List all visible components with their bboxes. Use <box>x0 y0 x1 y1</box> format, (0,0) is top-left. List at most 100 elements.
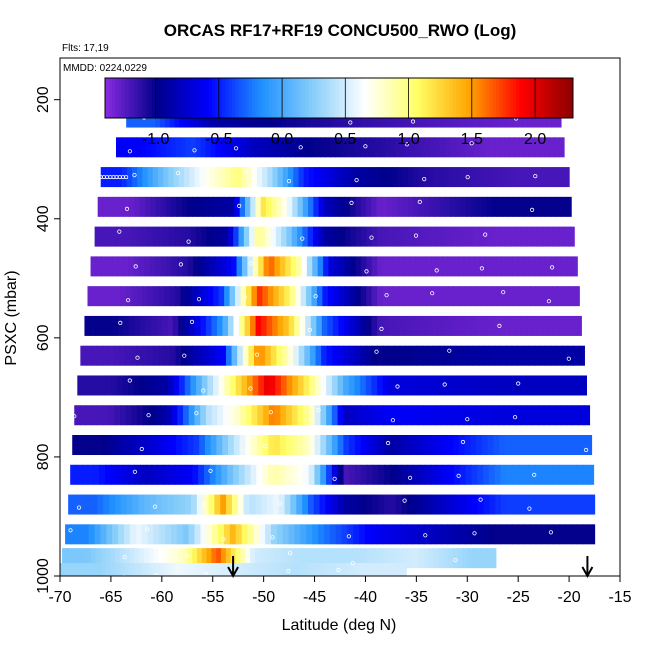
x-axis-label: Latitude (deg N) <box>282 617 397 634</box>
heatmap-cell <box>344 137 351 158</box>
observation-point <box>124 206 130 211</box>
heatmap-cell <box>518 524 525 545</box>
heatmap-cell <box>194 315 201 336</box>
heatmap-cell <box>394 405 402 426</box>
heatmap-cell <box>306 256 313 277</box>
heatmap-cell <box>354 375 361 396</box>
colorbar-cell <box>499 78 504 118</box>
heatmap-cell <box>147 226 154 247</box>
heatmap-cell <box>469 256 476 277</box>
heatmap-cell <box>316 286 324 307</box>
heatmap-cell <box>231 345 238 366</box>
heatmap-cell <box>300 137 306 158</box>
x-tick-label: -70 <box>48 589 71 606</box>
heatmap-cell <box>248 563 253 576</box>
observation-point <box>175 171 181 176</box>
heatmap-cell <box>180 137 187 158</box>
heatmap-cell <box>106 315 113 336</box>
heatmap-cell <box>212 524 219 545</box>
heatmap-cell <box>303 435 310 456</box>
heatmap-cell <box>371 375 378 396</box>
heatmap-cell <box>133 563 138 576</box>
colorbar-cell <box>536 78 541 118</box>
colorbar-tick-label: 1.5 <box>461 131 483 148</box>
heatmap-cell <box>291 405 299 426</box>
heatmap-cell <box>412 405 419 426</box>
heatmap-cell <box>222 315 229 336</box>
heatmap-cell <box>461 375 469 396</box>
observation-point <box>532 472 537 477</box>
heatmap-cell <box>245 137 251 158</box>
colorbar-cell <box>405 78 410 118</box>
heatmap-cell <box>360 548 367 569</box>
heatmap-cell <box>354 345 361 366</box>
heatmap-cell <box>477 464 484 485</box>
x-tick-label: -35 <box>405 589 428 606</box>
heatmap-cell <box>541 375 548 396</box>
observation-point <box>374 349 379 354</box>
heatmap-cell <box>158 286 165 307</box>
heatmap-cell <box>410 315 417 336</box>
heatmap-cell <box>166 196 172 217</box>
heatmap-cell <box>553 524 560 545</box>
heatmap-cell <box>220 167 227 188</box>
heatmap-cell <box>442 464 449 485</box>
observation-point <box>332 476 337 481</box>
heatmap-cell <box>235 286 242 307</box>
heatmap-cell <box>399 375 406 396</box>
heatmap-cell <box>523 196 530 217</box>
heatmap-cell <box>439 375 446 396</box>
observation-point <box>139 446 144 452</box>
observation-point <box>385 440 391 446</box>
colorbar-cell <box>415 78 420 118</box>
heatmap-cell <box>381 196 388 217</box>
heatmap-cell <box>454 137 461 158</box>
heatmap-cell <box>506 256 513 277</box>
heatmap-cell <box>236 563 242 576</box>
heatmap-cell <box>317 548 323 569</box>
heatmap-cell <box>323 226 330 247</box>
heatmap-cell <box>395 464 403 485</box>
heatmap-cell <box>129 196 136 217</box>
heatmap-cell <box>288 548 294 569</box>
heatmap-cell <box>444 137 451 158</box>
heatmap-cell <box>245 405 253 426</box>
heatmap-cell <box>401 494 408 515</box>
heatmap-cell <box>268 435 275 456</box>
heatmap-cell <box>471 494 479 515</box>
heatmap-cell <box>343 435 350 456</box>
heatmap-cell <box>197 196 204 217</box>
heatmap-cell <box>510 226 517 247</box>
heatmap-cell <box>256 435 264 456</box>
heatmap-cell <box>314 375 322 396</box>
heatmap-cell <box>156 315 163 336</box>
heatmap-cell <box>142 405 150 426</box>
observation-point <box>286 179 292 184</box>
heatmap-cell <box>397 167 404 188</box>
colorbar-cell <box>349 78 353 118</box>
heatmap-cell <box>131 405 138 426</box>
heatmap-cell <box>308 196 314 217</box>
heatmap-cell <box>567 345 574 366</box>
observation-point <box>270 535 275 540</box>
observation-point <box>479 266 484 271</box>
heatmap-cell <box>309 345 317 366</box>
heatmap-cell <box>529 196 535 217</box>
heatmap-cell <box>442 256 449 277</box>
heatmap-cell <box>99 464 106 485</box>
heatmap-cell <box>250 137 256 158</box>
heatmap-cell <box>275 375 282 396</box>
heatmap-cell <box>435 226 442 247</box>
heatmap-cell <box>120 286 127 307</box>
observation-point <box>402 498 407 503</box>
heatmap-cell <box>114 405 121 426</box>
heatmap-cell <box>548 167 555 188</box>
heatmap-cell <box>280 405 287 426</box>
observation-point <box>442 382 447 387</box>
heatmap-cell <box>497 405 505 426</box>
heatmap-cell <box>252 563 257 576</box>
heatmap-cell <box>479 137 485 158</box>
heatmap-cell <box>529 524 537 545</box>
heatmap-cell <box>141 345 149 366</box>
heatmap-cell <box>580 375 587 396</box>
